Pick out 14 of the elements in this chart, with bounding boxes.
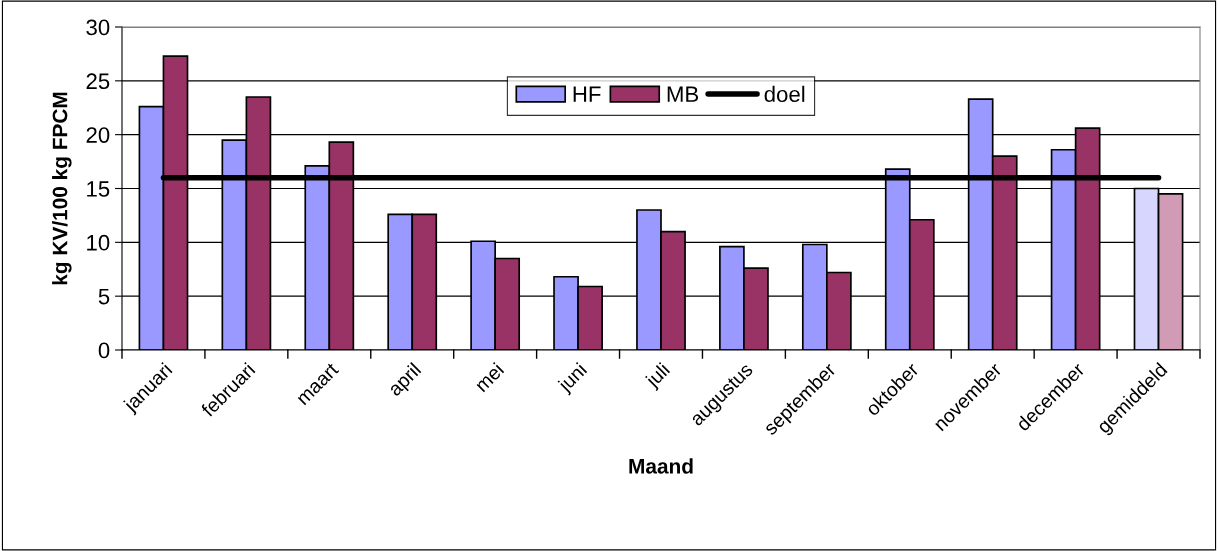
y-tick-label: 30	[86, 19, 110, 36]
x-axis-title: Maand	[629, 458, 693, 474]
y-tick-label: 15	[87, 181, 110, 197]
y-tick-label: 20	[86, 127, 110, 143]
y-tick-label: 25	[86, 73, 110, 90]
y-tick-label: 0	[98, 342, 110, 359]
x-tick-label: mei	[473, 362, 505, 393]
y-axis-title: kg KV/100 kg FPCM	[52, 92, 72, 285]
legend-label: doel	[764, 85, 805, 103]
legend-label: HF	[573, 86, 601, 102]
y-tick-label: 10	[87, 234, 110, 251]
legend-label: MB	[667, 86, 699, 102]
x-tick-label: juli	[643, 362, 673, 392]
y-tick-label: 5	[98, 288, 110, 305]
